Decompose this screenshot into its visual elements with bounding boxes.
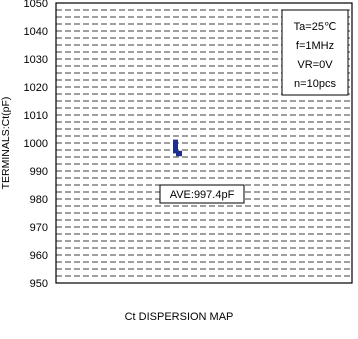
y-tick-label: 980 bbox=[30, 194, 48, 206]
average-annotation: AVE:997.4pF bbox=[159, 184, 245, 204]
y-tick-label: 990 bbox=[30, 166, 48, 178]
condition-sample-count: n=10pcs bbox=[294, 78, 336, 90]
y-axis-label: TERMINALS:Ct(pF) bbox=[0, 97, 12, 190]
y-tick-label: 950 bbox=[30, 278, 48, 290]
y-tick-labels: 950 960 970 980 990 1000 1010 1020 1030 1040 1050 bbox=[24, 0, 48, 290]
y-tick-label: 1010 bbox=[24, 110, 48, 122]
condition-temperature: Ta=25℃ bbox=[294, 21, 337, 33]
average-box-border bbox=[159, 184, 245, 204]
condition-frequency: f=1MHz bbox=[296, 40, 334, 52]
chart-caption: Ct DISPERSION MAP bbox=[124, 311, 234, 323]
y-tick-label: 1030 bbox=[24, 54, 48, 66]
data-point bbox=[176, 152, 182, 157]
data-point bbox=[173, 149, 178, 154]
conditions-box-border bbox=[281, 9, 349, 96]
average-label: AVE:997.4pF bbox=[170, 189, 235, 201]
plot-area-border bbox=[55, 2, 353, 284]
y-tick-label: 1050 bbox=[24, 0, 48, 10]
y-tick-label: 1020 bbox=[24, 82, 48, 94]
data-points bbox=[173, 139, 182, 157]
condition-voltage: VR=0V bbox=[297, 59, 333, 71]
y-tick-label: 1040 bbox=[24, 26, 48, 38]
y-tick-label: 1000 bbox=[24, 138, 48, 150]
y-tick-label: 960 bbox=[30, 250, 48, 262]
y-tick-label: 970 bbox=[30, 222, 48, 234]
conditions-box: Ta=25℃ f=1MHz VR=0V n=10pcs bbox=[281, 9, 349, 96]
